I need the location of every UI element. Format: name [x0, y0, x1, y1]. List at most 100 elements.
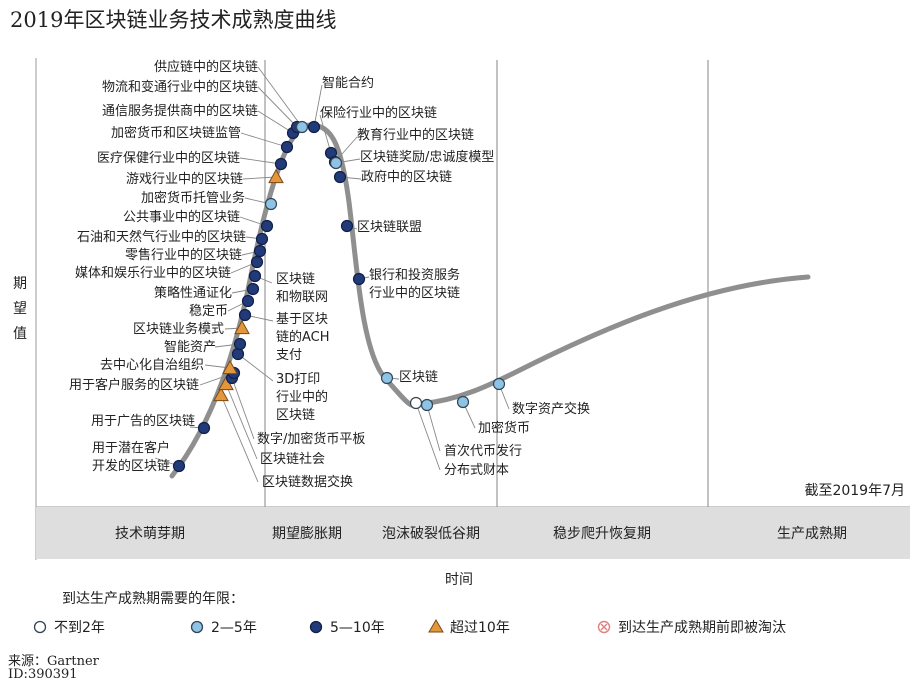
point-marker: [329, 156, 343, 170]
point-marker: [264, 197, 278, 211]
point-label: 区块链社会: [260, 451, 325, 467]
point-label: 3D打印: [276, 372, 320, 387]
leader-line: [239, 157, 282, 165]
leader-line: [415, 402, 441, 471]
point-marker: [246, 282, 260, 296]
point-marker: [420, 398, 434, 412]
point-label: 用于客户服务的区块链: [69, 377, 199, 393]
point-label: 加密货币和区块链监管: [111, 125, 241, 141]
point-label: 智能资产: [164, 340, 216, 355]
point-marker: [333, 170, 347, 184]
legend-triangle-marker: [428, 619, 444, 633]
point-marker: [172, 459, 186, 473]
point-marker: [295, 120, 309, 134]
triangle-marker: [213, 386, 229, 402]
point-label: 加密货币托管业务: [141, 190, 245, 206]
point-label: 首次代币发行: [444, 443, 522, 459]
leader-line: [426, 404, 441, 452]
legend-label: 2—5年: [211, 620, 257, 636]
point-label: 政府中的区块链: [361, 169, 452, 185]
leader-line: [313, 84, 323, 128]
leader-line: [242, 176, 277, 180]
point-marker: [253, 244, 267, 258]
point-marker: [255, 232, 269, 246]
point-label: 保险行业中的区块链: [320, 105, 437, 121]
point-marker: [280, 140, 294, 154]
chart-title: 2019年区块链业务技术成熟度曲线: [10, 8, 337, 32]
y-axis-label: 期: [13, 276, 27, 292]
point-label: 智能合约: [322, 76, 374, 91]
leader-line: [319, 114, 332, 154]
point-label: 区块链: [276, 272, 315, 287]
point-label: 数字/加密货币平板: [257, 431, 365, 447]
point-label: 银行和投资服务: [369, 267, 460, 283]
marker-layer: [172, 120, 506, 473]
phase-label: 生产成熟期: [777, 526, 847, 542]
point-label: 稳定币: [189, 303, 228, 319]
point-label: 策略性通证化: [154, 285, 232, 301]
point-marker: [307, 120, 321, 134]
point-marker: [409, 396, 423, 410]
point-marker: [492, 377, 506, 391]
legend-label: 5—10年: [330, 620, 385, 636]
point-marker: [250, 255, 264, 269]
as-of-label: 截至2019年7月: [804, 483, 905, 499]
point-marker: [197, 421, 211, 435]
point-label: 行业中的区块链: [369, 285, 460, 301]
point-label: 公共事业中的区块链: [123, 209, 240, 225]
point-label: 和物联网: [276, 290, 328, 305]
point-label: 区块链联盟: [357, 220, 422, 235]
point-label: 物流和变通行业中的区块链: [102, 79, 258, 95]
leader-line: [257, 86, 298, 128]
triangle-marker: [222, 359, 238, 375]
point-marker: [238, 308, 252, 322]
point-marker: [274, 157, 288, 171]
leader-line: [257, 110, 294, 134]
leader-line: [220, 394, 259, 483]
legend-circle-marker: [33, 620, 47, 634]
phase-band-bg: [36, 507, 910, 559]
phase-label: 期望膨胀期: [272, 525, 342, 542]
leader-line: [237, 353, 274, 382]
point-marker: [260, 219, 274, 233]
y-axis-label: 值: [13, 326, 27, 342]
point-label: 用于广告的区块链: [91, 413, 195, 429]
point-label: 区块链数据交换: [262, 474, 353, 490]
point-marker: [352, 272, 366, 286]
point-label: 区块链业务模式: [133, 321, 224, 337]
point-label: 区块链奖励/忠诚度模型: [360, 149, 494, 165]
point-label: 通信服务提供商中的区块链: [102, 103, 258, 119]
triangle-marker: [268, 168, 284, 184]
legend-label: 不到2年: [54, 620, 105, 636]
phase-label: 泡沫破裂低谷期: [382, 526, 480, 542]
point-label: 开发的区块链: [92, 458, 170, 474]
point-label: 区块链: [399, 370, 438, 385]
point-label: 行业中的: [276, 389, 328, 405]
point-marker: [456, 395, 470, 409]
legend: 到达生产成熟期需要的年限： 不到2年 2—5年 5—10年 超过10年 到达生产成熟期前即…: [33, 591, 786, 636]
point-label: 加密货币: [478, 420, 530, 436]
point-label: 教育行业中的区块链: [357, 127, 474, 143]
leader-line: [257, 66, 303, 128]
legend-circle-marker: [190, 620, 204, 634]
point-label: 数字资产交换: [512, 401, 590, 417]
source-note: 来源：Gartner: [8, 654, 99, 669]
legend-title: 到达生产成熟期需要的年限：: [62, 591, 244, 607]
phase-label: 技术萌芽期: [115, 526, 185, 542]
y-axis-label: 望: [13, 301, 27, 317]
leader-line: [225, 383, 258, 460]
leader-line: [240, 132, 288, 148]
point-marker: [233, 337, 247, 351]
point-label: 链的ACH: [276, 329, 330, 345]
legend-label: 到达生产成熟期前即被淘汰: [618, 619, 786, 636]
point-label: 去中心化自治组织: [100, 358, 204, 373]
point-label: 基于区块: [276, 312, 328, 327]
legend-obsolete-x: [600, 623, 608, 631]
point-label: 区块链: [276, 408, 315, 423]
legend-label: 超过10年: [450, 620, 510, 636]
point-label: 医疗保健行业中的区块链: [97, 150, 240, 166]
point-marker: [231, 347, 245, 361]
